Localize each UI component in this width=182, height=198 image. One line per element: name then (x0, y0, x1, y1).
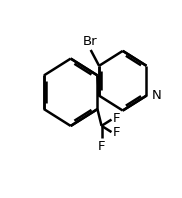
Text: F: F (113, 126, 120, 139)
Text: N: N (151, 89, 161, 102)
Text: Br: Br (82, 35, 97, 49)
Text: F: F (98, 140, 105, 153)
Text: F: F (113, 112, 120, 125)
